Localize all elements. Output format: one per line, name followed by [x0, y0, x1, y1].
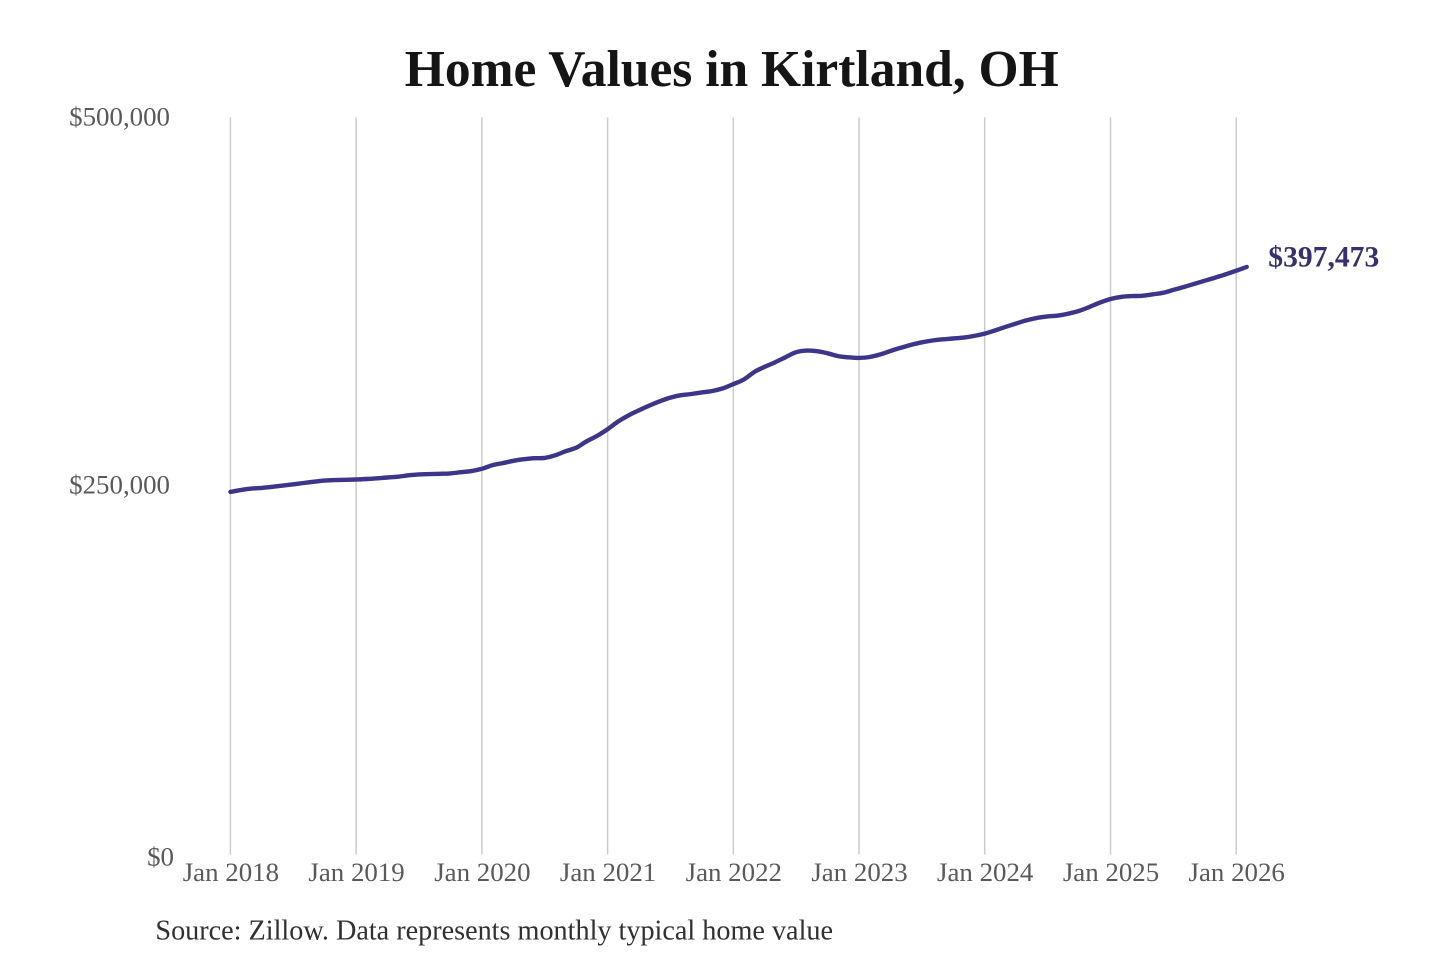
svg-text:$0: $0: [147, 841, 174, 871]
svg-text:Jan 2020: Jan 2020: [434, 857, 530, 887]
svg-text:Home Values in Kirtland, OH: Home Values in Kirtland, OH: [405, 41, 1059, 98]
svg-text:Jan 2021: Jan 2021: [560, 857, 656, 887]
svg-text:Jan 2026: Jan 2026: [1189, 857, 1285, 887]
svg-text:$397,473: $397,473: [1268, 241, 1379, 273]
svg-text:Jan 2024: Jan 2024: [937, 857, 1034, 887]
svg-text:Jan 2023: Jan 2023: [811, 857, 907, 887]
svg-text:$250,000: $250,000: [69, 470, 170, 500]
svg-text:Jan 2025: Jan 2025: [1063, 857, 1159, 887]
svg-text:Jan 2019: Jan 2019: [308, 857, 404, 887]
svg-text:$500,000: $500,000: [69, 102, 170, 132]
svg-text:Jan 2018: Jan 2018: [183, 857, 279, 887]
svg-text:Source: Zillow. Data represent: Source: Zillow. Data represents monthly …: [155, 916, 833, 947]
svg-text:Jan 2022: Jan 2022: [686, 857, 782, 887]
